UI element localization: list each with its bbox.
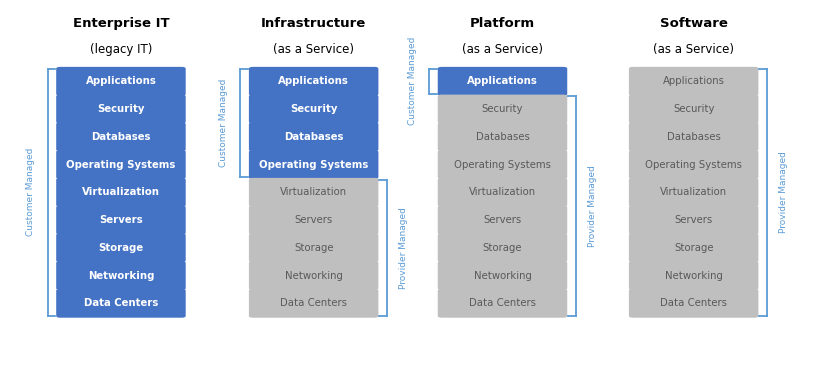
FancyBboxPatch shape [437, 206, 567, 235]
FancyBboxPatch shape [57, 206, 185, 235]
FancyBboxPatch shape [628, 67, 758, 96]
Text: Servers: Servers [482, 215, 521, 225]
Text: Storage: Storage [482, 243, 522, 253]
FancyBboxPatch shape [628, 122, 758, 151]
Text: Databases: Databases [283, 132, 343, 142]
Text: Enterprise IT: Enterprise IT [73, 17, 169, 30]
FancyBboxPatch shape [437, 122, 567, 151]
FancyBboxPatch shape [249, 150, 378, 179]
Text: Data Centers: Data Centers [659, 298, 726, 308]
FancyBboxPatch shape [249, 206, 378, 235]
FancyBboxPatch shape [57, 95, 185, 124]
Text: Virtualization: Virtualization [659, 187, 726, 197]
FancyBboxPatch shape [628, 95, 758, 124]
FancyBboxPatch shape [249, 289, 378, 318]
FancyBboxPatch shape [628, 178, 758, 207]
Text: Networking: Networking [664, 271, 722, 280]
Text: Virtualization: Virtualization [280, 187, 346, 197]
FancyBboxPatch shape [57, 150, 185, 179]
Text: Provider Managed: Provider Managed [778, 151, 787, 233]
Text: Databases: Databases [475, 132, 529, 142]
Text: Security: Security [481, 104, 523, 114]
Text: Customer Managed: Customer Managed [26, 148, 35, 237]
Text: Operating Systems: Operating Systems [645, 160, 741, 170]
Text: (as a Service): (as a Service) [653, 43, 733, 56]
FancyBboxPatch shape [628, 233, 758, 262]
FancyBboxPatch shape [249, 67, 378, 96]
Text: Security: Security [672, 104, 713, 114]
Text: Databases: Databases [91, 132, 151, 142]
Text: Applications: Applications [278, 76, 349, 86]
FancyBboxPatch shape [57, 178, 185, 207]
Text: Security: Security [97, 104, 144, 114]
FancyBboxPatch shape [249, 178, 378, 207]
FancyBboxPatch shape [437, 178, 567, 207]
FancyBboxPatch shape [628, 150, 758, 179]
Text: Servers: Servers [294, 215, 333, 225]
FancyBboxPatch shape [249, 122, 378, 151]
FancyBboxPatch shape [249, 95, 378, 124]
FancyBboxPatch shape [249, 261, 378, 290]
Text: Storage: Storage [293, 243, 333, 253]
Text: Applications: Applications [85, 76, 156, 86]
FancyBboxPatch shape [437, 289, 567, 318]
Text: Networking: Networking [284, 271, 342, 280]
FancyBboxPatch shape [628, 261, 758, 290]
Text: Servers: Servers [674, 215, 712, 225]
FancyBboxPatch shape [628, 206, 758, 235]
FancyBboxPatch shape [57, 233, 185, 262]
FancyBboxPatch shape [437, 261, 567, 290]
Text: Customer Managed: Customer Managed [407, 37, 416, 126]
Text: Storage: Storage [98, 243, 143, 253]
FancyBboxPatch shape [57, 67, 185, 96]
Text: Platform: Platform [469, 17, 535, 30]
Text: Data Centers: Data Centers [468, 298, 536, 308]
FancyBboxPatch shape [249, 233, 378, 262]
Text: (as a Service): (as a Service) [273, 43, 354, 56]
Text: Virtualization: Virtualization [468, 187, 536, 197]
Text: Data Centers: Data Centers [84, 298, 158, 308]
Text: Servers: Servers [99, 215, 143, 225]
Text: Operating Systems: Operating Systems [454, 160, 550, 170]
Text: Provider Managed: Provider Managed [587, 165, 596, 247]
Text: Customer Managed: Customer Managed [219, 79, 228, 167]
Text: Storage: Storage [673, 243, 713, 253]
Text: Operating Systems: Operating Systems [259, 160, 368, 170]
Text: Virtualization: Virtualization [82, 187, 160, 197]
Text: Software: Software [659, 17, 726, 30]
FancyBboxPatch shape [628, 289, 758, 318]
Text: Applications: Applications [662, 76, 724, 86]
Text: Databases: Databases [666, 132, 720, 142]
Text: Data Centers: Data Centers [280, 298, 346, 308]
FancyBboxPatch shape [57, 122, 185, 151]
FancyBboxPatch shape [57, 261, 185, 290]
Text: Applications: Applications [467, 76, 537, 86]
Text: (legacy IT): (legacy IT) [89, 43, 152, 56]
Text: Security: Security [290, 104, 337, 114]
FancyBboxPatch shape [437, 233, 567, 262]
FancyBboxPatch shape [437, 150, 567, 179]
Text: Infrastructure: Infrastructure [260, 17, 366, 30]
FancyBboxPatch shape [437, 67, 567, 96]
FancyBboxPatch shape [437, 95, 567, 124]
Text: Provider Managed: Provider Managed [399, 207, 408, 289]
Text: Networking: Networking [88, 271, 154, 280]
Text: (as a Service): (as a Service) [461, 43, 542, 56]
Text: Networking: Networking [473, 271, 531, 280]
Text: Operating Systems: Operating Systems [66, 160, 175, 170]
FancyBboxPatch shape [57, 289, 185, 318]
